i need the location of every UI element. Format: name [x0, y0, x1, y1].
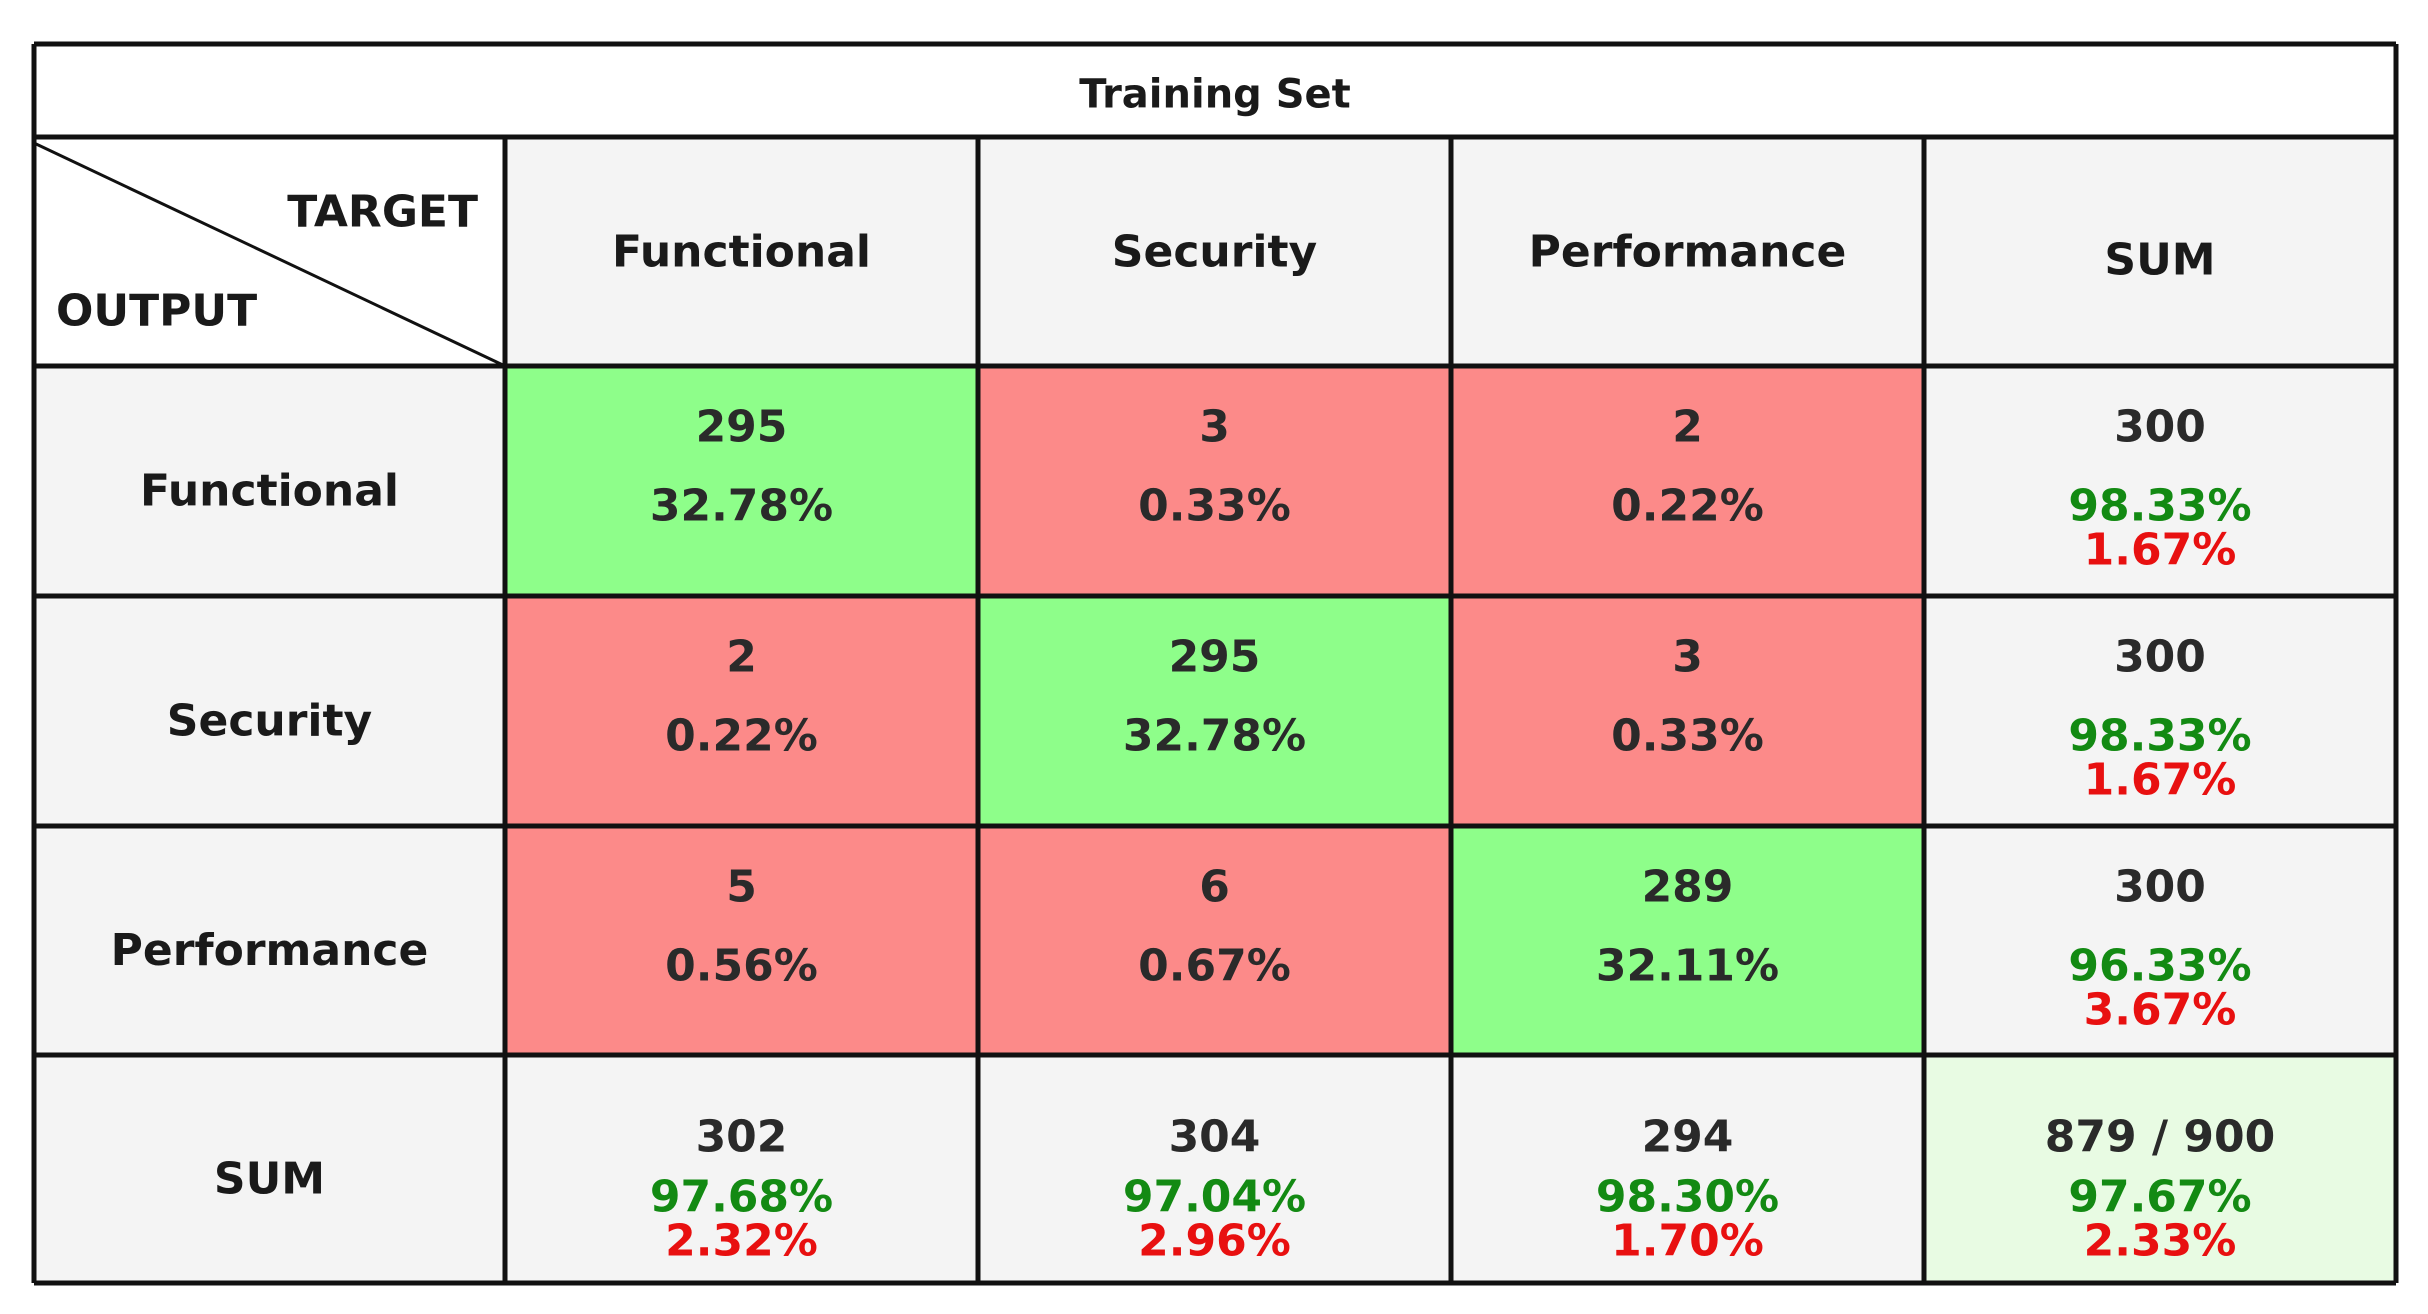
total-accuracy: 97.67% — [2068, 1172, 2251, 1223]
row-sum-accuracy: 98.33% — [2068, 711, 2251, 762]
column-sum-error-rate: 2.32% — [665, 1216, 818, 1267]
matrix-cell-percent: 0.22% — [1611, 481, 1764, 532]
row-header-cell — [34, 1055, 505, 1283]
matrix-cell-correct — [978, 596, 1451, 826]
row-sum-error-rate: 1.67% — [2084, 755, 2237, 806]
corner-output-label: OUTPUT — [56, 286, 257, 337]
column-sum-cell — [978, 1055, 1451, 1283]
chart-title: Training Set — [1079, 72, 1351, 118]
total-count: 879 / 900 — [2045, 1112, 2275, 1163]
matrix-cell-percent: 0.56% — [665, 941, 818, 992]
matrix-cell-count: 6 — [1199, 862, 1230, 913]
row-sum-error-rate: 3.67% — [2084, 985, 2237, 1036]
total-cell — [1924, 1055, 2396, 1283]
row-header-cell — [34, 826, 505, 1055]
row-sum-cell — [1924, 826, 2396, 1055]
column-header-cell — [1924, 137, 2396, 366]
matrix-cell-correct — [1451, 826, 1924, 1055]
total-error-rate: 2.33% — [2084, 1216, 2237, 1267]
column-header-cell — [505, 137, 978, 366]
matrix-cell-count: 2 — [1672, 402, 1703, 453]
row-header-label: Security — [167, 696, 372, 747]
row-sum-cell — [1924, 596, 2396, 826]
title-band — [34, 44, 2396, 137]
column-sum-cell — [505, 1055, 978, 1283]
column-sum-count: 304 — [1169, 1112, 1261, 1163]
matrix-cell-percent: 32.78% — [650, 481, 833, 532]
column-sum-error-rate: 2.96% — [1138, 1216, 1291, 1267]
row-header-label: Functional — [140, 466, 399, 517]
matrix-cell-error — [978, 366, 1451, 596]
matrix-cell-percent: 0.67% — [1138, 941, 1291, 992]
matrix-cell-count: 3 — [1199, 402, 1230, 453]
matrix-cell-error — [978, 826, 1451, 1055]
corner-target-label: TARGET — [287, 187, 478, 238]
matrix-cell-percent: 0.33% — [1138, 481, 1291, 532]
matrix-cell-error — [1451, 596, 1924, 826]
column-sum-error-rate: 1.70% — [1611, 1216, 1764, 1267]
matrix-cell-correct — [505, 366, 978, 596]
matrix-cell-count: 295 — [696, 402, 788, 453]
column-sum-accuracy: 97.04% — [1123, 1172, 1306, 1223]
row-sum-accuracy: 96.33% — [2068, 941, 2251, 992]
matrix-cell-count: 295 — [1169, 632, 1261, 683]
matrix-cell-count: 2 — [726, 632, 757, 683]
row-header-cell — [34, 366, 505, 596]
row-sum-count: 300 — [2114, 402, 2206, 453]
row-header-label: SUM — [214, 1154, 325, 1205]
row-sum-count: 300 — [2114, 862, 2206, 913]
column-sum-accuracy: 98.30% — [1596, 1172, 1779, 1223]
row-sum-cell — [1924, 366, 2396, 596]
row-sum-count: 300 — [2114, 632, 2206, 683]
matrix-cell-count: 3 — [1672, 632, 1703, 683]
column-header-label: SUM — [2104, 235, 2215, 286]
column-header-label: Security — [1112, 227, 1317, 278]
row-sum-accuracy: 98.33% — [2068, 481, 2251, 532]
column-header-cell — [1451, 137, 1924, 366]
column-header-label: Functional — [612, 227, 871, 278]
matrix-cell-count: 5 — [726, 862, 757, 913]
row-sum-error-rate: 1.67% — [2084, 525, 2237, 576]
matrix-cell-error — [505, 826, 978, 1055]
row-header-cell — [34, 596, 505, 826]
column-header-label: Performance — [1529, 227, 1847, 278]
matrix-cell-percent: 0.33% — [1611, 711, 1764, 762]
column-sum-cell — [1451, 1055, 1924, 1283]
corner-diagonal — [33, 141, 506, 368]
matrix-cell-error — [505, 596, 978, 826]
row-header-label: Performance — [111, 925, 429, 976]
column-sum-count: 294 — [1642, 1112, 1734, 1163]
column-sum-count: 302 — [696, 1112, 788, 1163]
matrix-cell-percent: 0.22% — [665, 711, 818, 762]
column-header-cell — [978, 137, 1451, 366]
matrix-cell-percent: 32.78% — [1123, 711, 1306, 762]
column-sum-accuracy: 97.68% — [650, 1172, 833, 1223]
matrix-cell-error — [1451, 366, 1924, 596]
matrix-cell-percent: 32.11% — [1596, 941, 1779, 992]
matrix-cell-count: 289 — [1642, 862, 1734, 913]
